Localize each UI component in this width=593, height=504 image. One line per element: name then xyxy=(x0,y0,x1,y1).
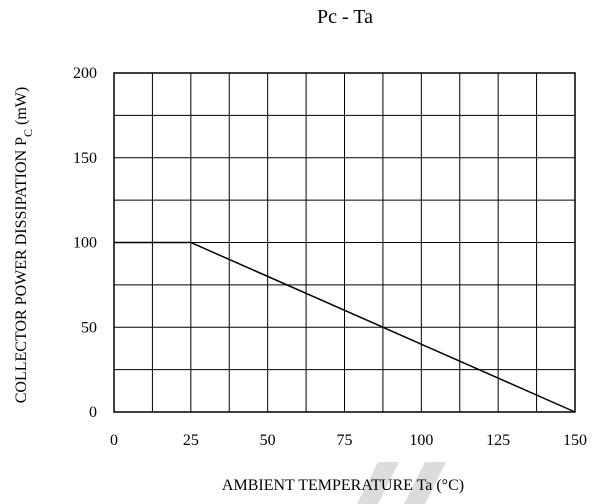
x-tick-label: 0 xyxy=(110,432,118,449)
watermark xyxy=(357,462,446,504)
x-tick-label: 150 xyxy=(563,432,587,449)
y-axis-label-main: COLLECTOR POWER DISSIPATION P xyxy=(13,137,30,403)
y-tick-label: 200 xyxy=(73,65,97,82)
y-tick-label: 50 xyxy=(81,319,97,336)
y-tick-labels: 200 150 100 50 0 xyxy=(73,65,97,421)
x-tick-label: 50 xyxy=(260,432,276,449)
x-tick-label: 75 xyxy=(337,432,353,449)
chart-title: Pc - Ta xyxy=(317,6,373,28)
y-tick-label: 0 xyxy=(89,404,97,421)
y-tick-label: 150 xyxy=(73,150,97,167)
y-tick-label: 100 xyxy=(73,235,97,252)
grid xyxy=(114,73,575,412)
y-axis-label-unit: (mW) xyxy=(13,87,30,129)
x-axis-label: AMBIENT TEMPERATURE Ta (°C) xyxy=(222,477,464,494)
series-line xyxy=(114,241,576,413)
x-tick-label: 100 xyxy=(409,432,433,449)
series-layer xyxy=(114,241,576,413)
y-axis-label-subscript: C xyxy=(21,129,35,137)
x-tick-labels: 0 25 50 75 100 125 150 xyxy=(110,432,587,449)
x-tick-label: 125 xyxy=(486,432,510,449)
y-axis-label: COLLECTOR POWER DISSIPATION PC (mW) xyxy=(13,87,35,403)
x-tick-label: 25 xyxy=(183,432,199,449)
